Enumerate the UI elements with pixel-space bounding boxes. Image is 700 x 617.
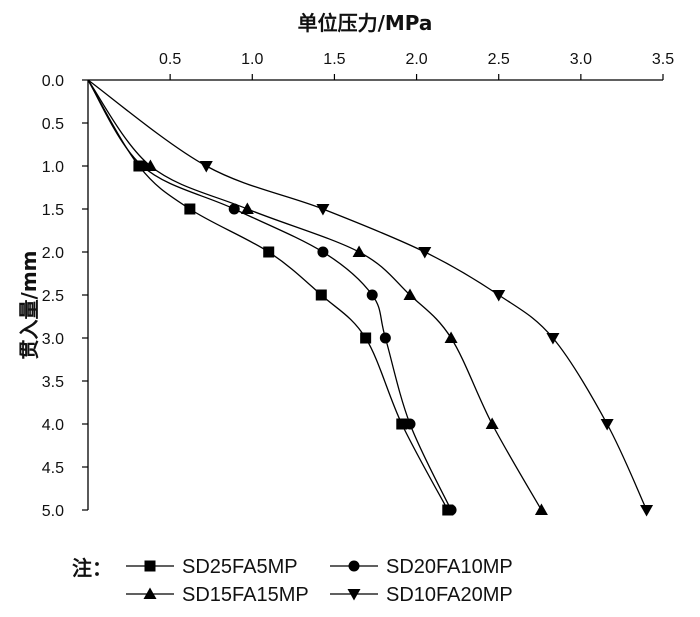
x-tick-label: 3.5 bbox=[652, 51, 674, 68]
legend-item: SD25FA5MP bbox=[126, 556, 298, 578]
y-axis-title: 贯入量/mm bbox=[17, 251, 41, 360]
data-point-triangle-up bbox=[352, 245, 366, 257]
data-point-triangle-up bbox=[143, 159, 157, 171]
series-sd15fa15mp bbox=[87, 79, 548, 515]
series-line bbox=[87, 79, 449, 511]
data-point-triangle-down bbox=[546, 333, 560, 345]
data-point-square bbox=[184, 203, 196, 215]
legend-marker-square bbox=[144, 560, 156, 572]
x-axis-title: 单位压力/MPa bbox=[298, 11, 433, 35]
legend-note-label: 注： bbox=[72, 556, 112, 580]
data-point-triangle-up bbox=[403, 288, 417, 300]
series-line bbox=[87, 79, 452, 511]
axes: 0.5 1.0 1.5 2.0 2.5 3.0 3.5 0.0 0.5 1.0 1.5 2.0 2.5 3… bbox=[42, 51, 674, 520]
x-tick-label: 0.5 bbox=[159, 51, 181, 68]
legend-label: SD25FA5MP bbox=[182, 556, 298, 578]
x-tick-label: 1.5 bbox=[323, 51, 345, 68]
legend: 注： SD25FA5MP SD20FA10MP SD15FA15MP SD10FA20… bbox=[72, 556, 513, 606]
series-sd25fa5mp bbox=[87, 79, 454, 516]
data-point-circle bbox=[228, 203, 240, 215]
data-point-circle bbox=[445, 504, 457, 516]
y-tick-label: 1.5 bbox=[42, 202, 64, 219]
data-point-square bbox=[263, 246, 275, 258]
legend-label: SD20FA10MP bbox=[386, 556, 513, 578]
y-tick-label: 2.5 bbox=[42, 288, 64, 305]
y-tick-label: 1.0 bbox=[42, 159, 64, 176]
y-tick-label: 4.0 bbox=[42, 417, 64, 434]
series-line bbox=[87, 79, 542, 511]
data-point-square bbox=[396, 418, 408, 430]
data-point-triangle-down bbox=[640, 505, 654, 517]
y-tick-label: 0.5 bbox=[42, 116, 64, 133]
legend-marker-triangle-down bbox=[347, 589, 361, 601]
x-tick-label: 3.0 bbox=[570, 51, 592, 68]
x-tick-label: 1.0 bbox=[241, 51, 263, 68]
series-layer bbox=[87, 79, 654, 517]
legend-item: SD15FA15MP bbox=[126, 584, 309, 606]
y-tick-label: 3.0 bbox=[42, 331, 64, 348]
x-tick-label: 2.0 bbox=[405, 51, 427, 68]
series-sd10fa20mp bbox=[87, 79, 654, 517]
y-tick-label: 0.0 bbox=[42, 73, 64, 90]
data-point-triangle-down bbox=[600, 419, 614, 431]
y-tick-label: 5.0 bbox=[42, 503, 64, 520]
legend-marker-circle bbox=[348, 560, 360, 572]
legend-marker-triangle-up bbox=[143, 587, 157, 599]
data-point-triangle-down bbox=[418, 247, 432, 259]
y-tick-label: 3.5 bbox=[42, 374, 64, 391]
data-point-triangle-down bbox=[492, 290, 506, 302]
data-point-triangle-down bbox=[316, 204, 330, 216]
data-point-triangle-up bbox=[534, 503, 548, 515]
data-point-circle bbox=[317, 246, 329, 258]
data-point-circle bbox=[366, 289, 378, 301]
y-tick-label: 2.0 bbox=[42, 245, 64, 262]
data-point-triangle-up bbox=[444, 331, 458, 343]
data-point-triangle-up bbox=[485, 417, 499, 429]
legend-label: SD15FA15MP bbox=[182, 584, 309, 606]
data-point-triangle-up bbox=[240, 202, 254, 214]
legend-label: SD10FA20MP bbox=[386, 584, 513, 606]
data-point-circle bbox=[379, 332, 391, 344]
data-point-square bbox=[360, 332, 372, 344]
data-point-circle bbox=[136, 160, 148, 172]
series-sd20fa10mp bbox=[87, 79, 457, 516]
legend-item: SD20FA10MP bbox=[330, 556, 513, 578]
data-point-triangle-down bbox=[199, 161, 213, 173]
data-point-square bbox=[315, 289, 327, 301]
data-point-circle bbox=[404, 418, 416, 430]
legend-item: SD10FA20MP bbox=[330, 584, 513, 606]
x-tick-label: 2.5 bbox=[488, 51, 510, 68]
y-tick-label: 4.5 bbox=[42, 460, 64, 477]
